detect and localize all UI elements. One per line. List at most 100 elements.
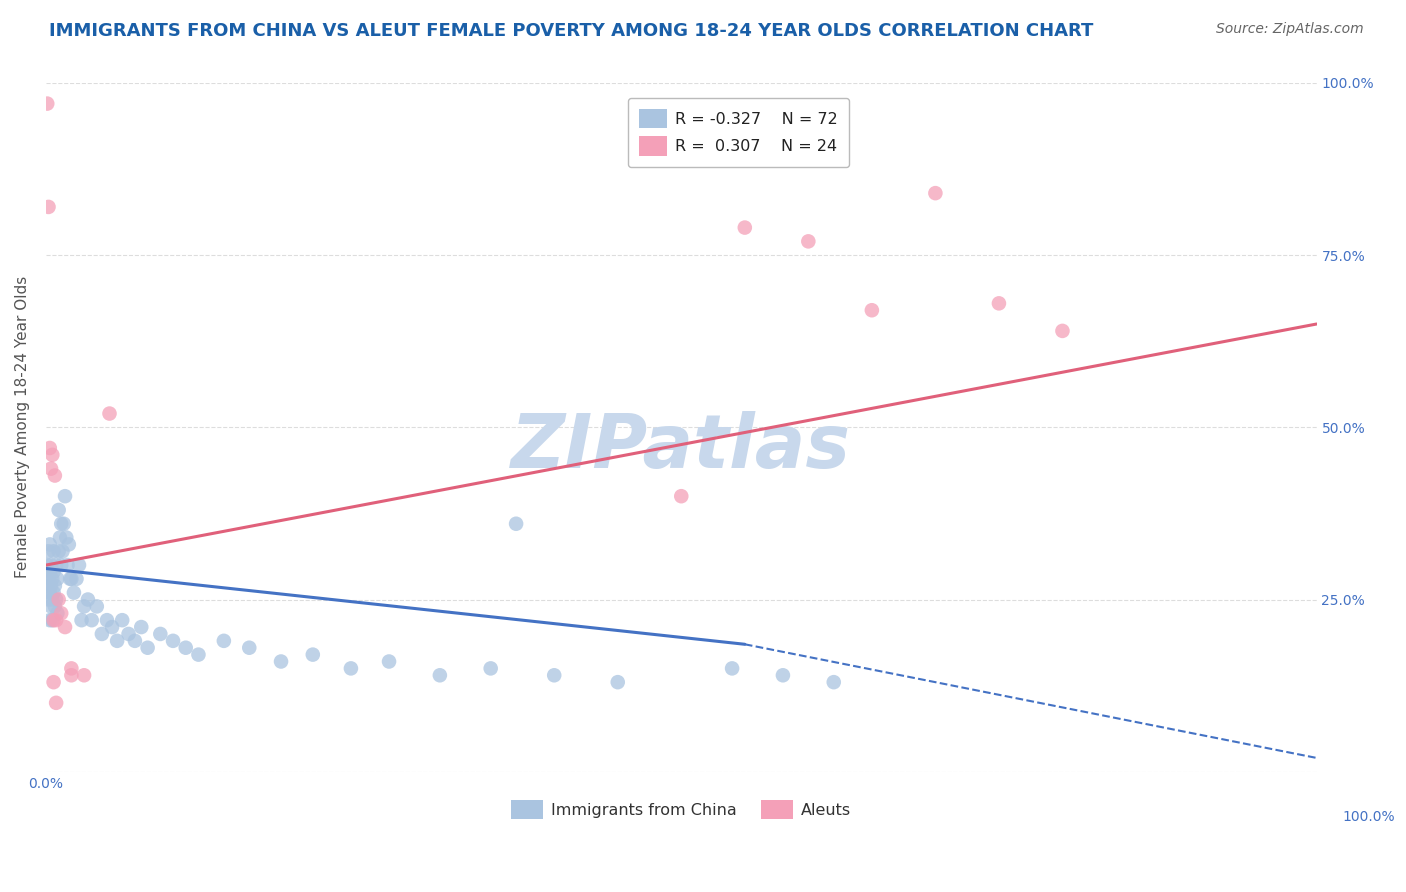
- Point: [45, 696, 67, 710]
- Text: Source: ZipAtlas.com: Source: ZipAtlas.com: [1216, 22, 1364, 37]
- Text: 100.0%: 100.0%: [1341, 810, 1395, 823]
- Point: [63, 585, 86, 599]
- Point: [212, 633, 235, 648]
- Point: [45, 558, 67, 572]
- Point: [98, 407, 121, 421]
- Point: [73, 599, 96, 614]
- Point: [90, 627, 112, 641]
- Point: [479, 661, 502, 675]
- Point: [101, 620, 124, 634]
- Point: [51, 558, 73, 572]
- Point: [38, 441, 60, 455]
- Y-axis label: Female Poverty Among 18-24 Year Olds: Female Poverty Among 18-24 Year Olds: [15, 277, 30, 578]
- Point: [823, 675, 845, 690]
- Point: [46, 607, 69, 621]
- Point: [46, 572, 69, 586]
- Point: [162, 633, 184, 648]
- Point: [174, 640, 197, 655]
- Point: [41, 613, 63, 627]
- Point: [48, 503, 70, 517]
- Point: [65, 572, 87, 586]
- Point: [38, 585, 60, 599]
- Point: [48, 592, 70, 607]
- Point: [45, 592, 67, 607]
- Point: [340, 661, 363, 675]
- Point: [44, 468, 66, 483]
- Point: [60, 661, 83, 675]
- Point: [505, 516, 527, 531]
- Point: [111, 613, 134, 627]
- Point: [53, 620, 76, 634]
- Point: [38, 592, 60, 607]
- Point: [38, 565, 60, 579]
- Text: ZIPatlas: ZIPatlas: [512, 411, 851, 484]
- Point: [124, 633, 146, 648]
- Point: [67, 558, 90, 572]
- Point: [270, 655, 292, 669]
- Point: [58, 537, 80, 551]
- Legend: Immigrants from China, Aleuts: Immigrants from China, Aleuts: [512, 800, 851, 819]
- Point: [117, 627, 139, 641]
- Point: [77, 592, 100, 607]
- Point: [37, 579, 59, 593]
- Point: [606, 675, 628, 690]
- Point: [543, 668, 565, 682]
- Point: [49, 531, 72, 545]
- Point: [41, 592, 63, 607]
- Point: [238, 640, 260, 655]
- Point: [797, 235, 820, 249]
- Point: [136, 640, 159, 655]
- Point: [59, 572, 82, 586]
- Point: [51, 516, 73, 531]
- Point: [52, 516, 75, 531]
- Point: [60, 572, 83, 586]
- Point: [772, 668, 794, 682]
- Point: [42, 675, 65, 690]
- Point: [38, 613, 60, 627]
- Point: [38, 200, 60, 214]
- Point: [41, 572, 63, 586]
- Point: [60, 668, 83, 682]
- Point: [924, 186, 946, 201]
- Point: [187, 648, 209, 662]
- Point: [105, 633, 128, 648]
- Point: [41, 448, 63, 462]
- Point: [80, 613, 103, 627]
- Point: [671, 489, 693, 503]
- Point: [38, 544, 60, 558]
- Point: [44, 599, 66, 614]
- Point: [56, 558, 79, 572]
- Point: [39, 579, 62, 593]
- Point: [70, 613, 93, 627]
- Point: [86, 599, 108, 614]
- Point: [378, 655, 401, 669]
- Point: [37, 558, 59, 572]
- Point: [301, 648, 323, 662]
- Point: [860, 303, 883, 318]
- Point: [721, 661, 744, 675]
- Point: [39, 461, 62, 475]
- Point: [45, 613, 67, 627]
- Point: [429, 668, 451, 682]
- Point: [42, 585, 65, 599]
- Point: [38, 537, 60, 551]
- Point: [129, 620, 152, 634]
- Point: [39, 599, 62, 614]
- Point: [42, 613, 65, 627]
- Point: [987, 296, 1010, 310]
- Point: [42, 544, 65, 558]
- Point: [73, 668, 96, 682]
- Point: [48, 544, 70, 558]
- Point: [149, 627, 172, 641]
- Point: [39, 558, 62, 572]
- Text: IMMIGRANTS FROM CHINA VS ALEUT FEMALE POVERTY AMONG 18-24 YEAR OLDS CORRELATION : IMMIGRANTS FROM CHINA VS ALEUT FEMALE PO…: [49, 22, 1094, 40]
- Point: [42, 565, 65, 579]
- Point: [55, 531, 77, 545]
- Point: [38, 572, 60, 586]
- Point: [51, 607, 73, 621]
- Point: [1052, 324, 1074, 338]
- Point: [96, 613, 118, 627]
- Point: [734, 220, 756, 235]
- Point: [51, 544, 73, 558]
- Point: [44, 579, 66, 593]
